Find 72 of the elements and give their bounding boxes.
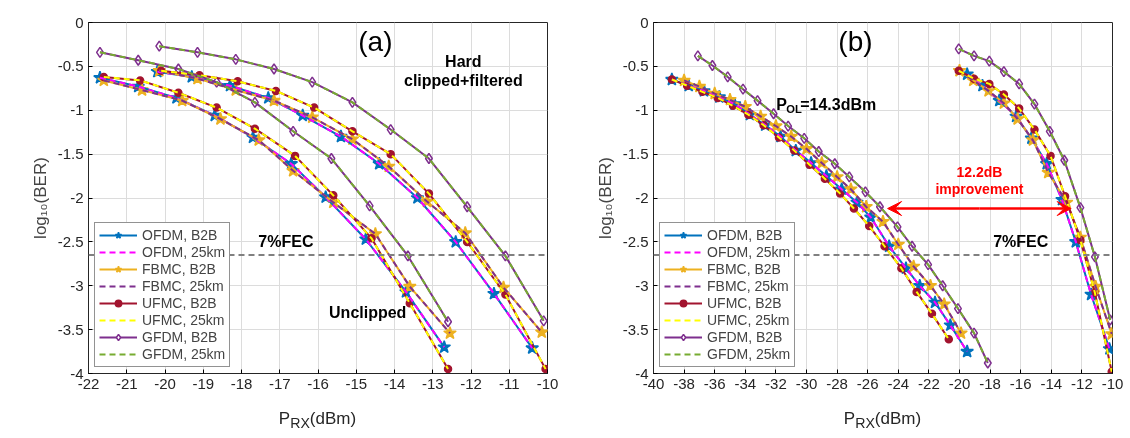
legend-label: UFMC, B2B — [142, 295, 217, 311]
x-tick-label: -16 — [307, 374, 329, 392]
y-tick-label: -2 — [635, 189, 649, 206]
x-tick-label: -20 — [154, 374, 176, 392]
x-tick-label: -19 — [192, 374, 215, 392]
x-tick-label: -26 — [856, 374, 879, 392]
y-tick-label: -1 — [635, 101, 649, 119]
legend-label: GFDM, B2B — [707, 329, 783, 345]
y-tick-label: -1.5 — [622, 145, 649, 163]
y-axis-title: log₁₀(BER) — [30, 157, 50, 239]
legend-label: OFDM, B2B — [707, 227, 783, 243]
x-tick-label: -10 — [1101, 374, 1124, 392]
y-tick-label: -1.5 — [57, 145, 84, 163]
y-tick-label: -4 — [70, 364, 84, 382]
legend-label: OFDM, 25km — [142, 244, 226, 260]
legend-label: FBMC, 25km — [142, 278, 224, 294]
y-tick-label: -3 — [70, 276, 84, 294]
x-tick-label: -10 — [536, 374, 559, 392]
x-tick-label: -24 — [887, 374, 910, 392]
y-tick-label: -0.5 — [622, 57, 649, 75]
x-tick-label: -32 — [765, 374, 787, 392]
annotation: 12.2dB improvement — [935, 164, 1024, 198]
legend-label: GFDM, 25km — [142, 346, 226, 362]
x-tick-label: -12 — [1071, 374, 1093, 392]
x-tick-label: -30 — [795, 374, 818, 392]
legend-label: FBMC, 25km — [707, 278, 789, 294]
x-tick-label: -34 — [734, 374, 757, 392]
annotation: (a) — [358, 26, 393, 58]
x-tick-label: -12 — [460, 374, 482, 392]
y-tick-label: -2 — [70, 189, 84, 206]
ref-line-label: 7%FEC — [258, 232, 314, 250]
y-axis-title: log₁₀(BER) — [595, 157, 615, 239]
x-tick-label: -16 — [1009, 374, 1032, 392]
legend-label: OFDM, 25km — [707, 244, 791, 260]
x-tick-label: -20 — [948, 374, 971, 392]
y-tick-label: -0.5 — [57, 57, 84, 75]
legend-label: UFMC, 25km — [707, 312, 790, 328]
y-tick-label: -3.5 — [57, 320, 84, 338]
x-tick-label: -38 — [673, 374, 695, 392]
x-tick-label: -11 — [498, 374, 520, 392]
x-axis-title: P$_{RX}$(dBm) — [278, 408, 357, 434]
legend-label: UFMC, 25km — [142, 312, 225, 328]
x-axis-title: P$_{RX}$(dBm) — [843, 408, 922, 434]
x-tick-label: -17 — [268, 374, 291, 392]
x-tick-label: -36 — [703, 374, 726, 392]
x-tick-label: -22 — [918, 374, 940, 392]
legend-label: FBMC, B2B — [142, 261, 216, 277]
x-tick-label: -15 — [345, 374, 368, 392]
ref-line-label: 7%FEC — [993, 232, 1049, 250]
x-tick-label: -21 — [115, 374, 138, 392]
legend-label: UFMC, B2B — [707, 295, 782, 311]
annotation: Unclipped — [329, 303, 407, 321]
legend-label: GFDM, B2B — [142, 329, 218, 345]
legend-label: OFDM, B2B — [142, 227, 218, 243]
y-tick-label: -2.5 — [57, 232, 84, 250]
x-tick-label: -28 — [826, 374, 848, 392]
x-tick-label: -18 — [230, 374, 253, 392]
y-tick-label: -2.5 — [622, 232, 649, 250]
annotation: Hard clipped+filtered — [404, 52, 523, 89]
x-tick-label: -14 — [1040, 374, 1063, 392]
x-tick-label: -18 — [979, 374, 1001, 392]
annotation: (b) — [838, 26, 873, 58]
legend-label: FBMC, B2B — [707, 261, 781, 277]
y-tick-label: 0 — [75, 13, 84, 31]
y-tick-label: -4 — [635, 364, 649, 382]
y-tick-label: -3 — [635, 276, 649, 294]
legend-label: GFDM, 25km — [707, 346, 791, 362]
y-tick-label: -1 — [70, 101, 84, 119]
y-tick-label: -3.5 — [622, 320, 649, 338]
x-tick-label: -14 — [383, 374, 406, 392]
y-tick-label: 0 — [640, 13, 649, 31]
x-tick-label: -13 — [421, 374, 444, 392]
